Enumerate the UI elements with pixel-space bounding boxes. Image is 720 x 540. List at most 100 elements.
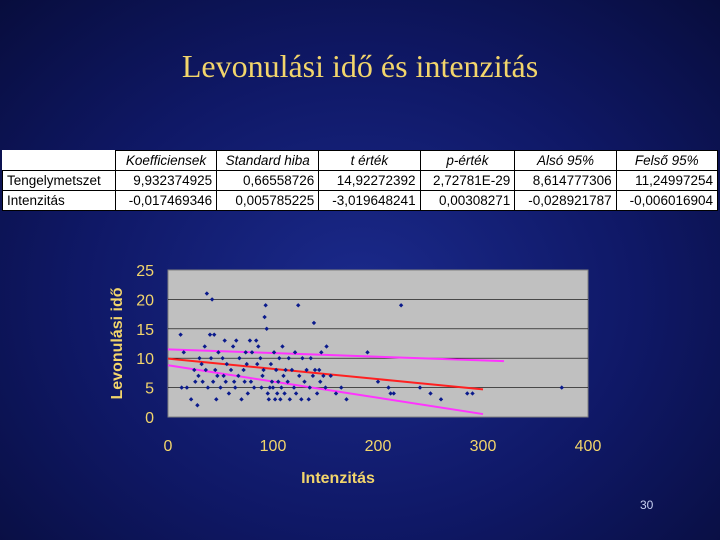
table-cell: -0,006016904 — [615, 190, 719, 211]
y-tick-label: 10 — [136, 351, 154, 368]
data-point — [258, 356, 263, 361]
data-point — [559, 385, 564, 390]
data-point — [234, 338, 239, 343]
upper-confidence-line — [167, 348, 505, 363]
data-point — [222, 338, 227, 343]
data-point — [297, 373, 302, 379]
data-point — [276, 379, 281, 384]
table-row: Intenzitás -0,017469346 0,005785225 -3,0… — [2, 190, 719, 211]
data-point — [197, 356, 202, 361]
data-point — [264, 326, 269, 331]
x-tick-label: 0 — [164, 438, 173, 455]
data-point — [428, 391, 433, 396]
data-point — [203, 367, 208, 373]
data-point — [205, 385, 211, 390]
data-point — [308, 356, 313, 361]
data-point — [388, 391, 393, 396]
data-point — [231, 379, 237, 384]
data-point — [248, 379, 254, 384]
data-point — [283, 367, 288, 373]
column-header: Felső 95% — [615, 150, 719, 171]
column-header: Alsó 95% — [514, 150, 617, 171]
data-point — [314, 391, 320, 396]
data-point — [279, 385, 284, 390]
data-point — [243, 350, 248, 355]
data-point — [200, 379, 205, 384]
data-point — [302, 379, 307, 384]
data-point — [282, 391, 287, 396]
slide-title: Levonulási idő és intenzitás — [181, 48, 539, 84]
table-cell: 0,00308271 — [419, 190, 516, 211]
column-header: p-érték — [419, 150, 516, 171]
data-point — [296, 303, 301, 308]
data-point — [365, 350, 370, 355]
data-point — [260, 373, 265, 379]
data-point — [273, 367, 279, 373]
data-point — [210, 379, 216, 384]
data-point — [307, 385, 312, 390]
data-point — [209, 297, 215, 302]
data-point — [207, 332, 213, 337]
data-point — [214, 397, 219, 402]
data-point — [195, 403, 200, 408]
table-header-corner — [2, 150, 116, 171]
x-tick-label: 400 — [575, 438, 602, 455]
data-point — [438, 397, 444, 402]
data-point — [321, 373, 326, 379]
data-point — [386, 385, 391, 390]
data-point — [289, 367, 295, 373]
data-point — [262, 314, 267, 320]
scatter-chart: 0 5 10 15 20 25 0 100 200 300 400 Intenzitás Levonul… — [109, 263, 602, 487]
data-point — [256, 344, 261, 349]
data-point — [268, 361, 274, 367]
data-point — [220, 356, 225, 361]
y-tick-label: 25 — [136, 263, 154, 280]
data-point — [261, 367, 266, 373]
table-cell: 9,932374925 — [114, 170, 218, 191]
data-point — [265, 391, 270, 396]
x-tick-label: 300 — [470, 438, 497, 455]
plot-area — [167, 269, 589, 418]
data-point — [251, 385, 257, 390]
data-point — [216, 350, 221, 355]
data-point — [226, 391, 232, 396]
data-point — [208, 356, 214, 361]
data-point — [323, 385, 328, 390]
data-point — [277, 356, 282, 361]
data-point — [293, 391, 299, 396]
table-cell: 2,72781E-29 — [419, 170, 516, 191]
data-point — [312, 367, 318, 373]
data-point — [318, 379, 323, 384]
data-point — [245, 391, 250, 396]
data-point — [328, 373, 333, 379]
data-point — [202, 344, 207, 349]
data-point — [212, 332, 217, 337]
data-point — [300, 356, 305, 361]
data-point — [306, 397, 311, 402]
data-point — [311, 320, 317, 326]
row-label: Tengelymetszet — [2, 170, 116, 191]
regression-table: Koefficiensek Standard hiba t érték p-ér… — [2, 150, 719, 211]
data-point — [344, 397, 349, 402]
data-point — [239, 397, 244, 402]
data-point — [281, 373, 286, 379]
data-point — [398, 303, 404, 308]
data-point — [233, 385, 238, 390]
y-tick-label: 0 — [145, 410, 154, 427]
table-cell: -3,019648241 — [318, 190, 421, 211]
table-cell: 11,24997254 — [615, 170, 719, 191]
data-point — [193, 379, 198, 384]
data-point — [324, 344, 329, 349]
data-point — [299, 397, 304, 402]
data-point — [184, 385, 190, 390]
data-point — [199, 361, 204, 367]
data-point — [204, 291, 210, 296]
y-axis-title: Levonulási idő — [109, 287, 126, 399]
data-point — [272, 397, 278, 402]
data-point — [255, 361, 260, 367]
data-point — [280, 344, 285, 349]
data-point — [417, 385, 423, 390]
data-point — [213, 367, 218, 373]
data-point — [228, 367, 234, 373]
data-point — [244, 361, 249, 367]
